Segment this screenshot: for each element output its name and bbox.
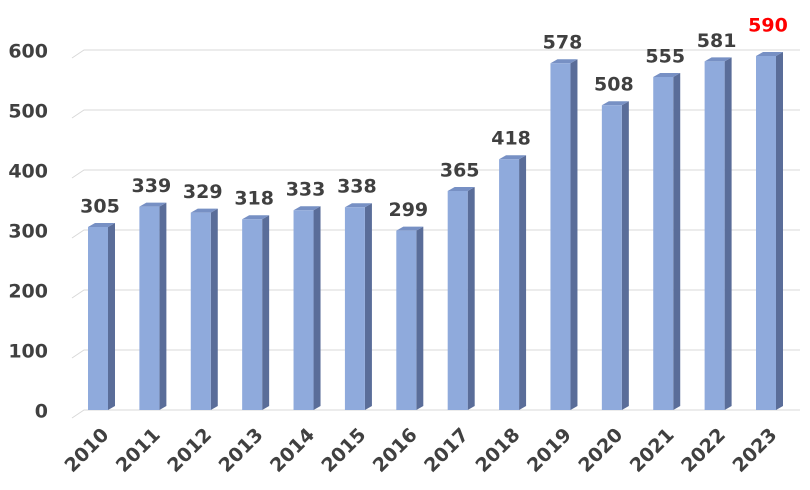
bar bbox=[601, 101, 629, 410]
x-tick-label: 2010 bbox=[60, 424, 113, 477]
x-tick-label: 2016 bbox=[369, 424, 422, 477]
bar bbox=[447, 187, 475, 410]
value-label: 578 bbox=[543, 32, 583, 54]
grid-line bbox=[71, 109, 800, 119]
y-tick-label: 0 bbox=[35, 401, 48, 423]
bar-top bbox=[242, 215, 270, 220]
value-label: 329 bbox=[183, 181, 223, 203]
bar-top bbox=[499, 155, 527, 160]
y-tick-label: 100 bbox=[8, 341, 48, 363]
value-label: 333 bbox=[286, 179, 326, 201]
bar-top bbox=[601, 101, 629, 106]
bar-side bbox=[673, 73, 681, 410]
grid-line bbox=[71, 349, 800, 359]
bar-side bbox=[724, 57, 732, 411]
y-tick-label: 200 bbox=[8, 281, 48, 303]
bar bbox=[344, 203, 372, 410]
bar-front bbox=[344, 207, 365, 410]
y-tick-label: 300 bbox=[8, 221, 48, 243]
value-label: 339 bbox=[132, 175, 172, 197]
bar bbox=[704, 57, 732, 411]
bar bbox=[756, 52, 783, 410]
grid-line bbox=[71, 229, 800, 239]
x-tick-label: 2018 bbox=[472, 424, 525, 477]
bar bbox=[550, 59, 578, 410]
bar-front bbox=[447, 191, 468, 410]
value-label: 581 bbox=[697, 30, 737, 52]
x-tick-label: 2011 bbox=[112, 424, 165, 477]
y-tick-label: 500 bbox=[8, 101, 48, 123]
bar-front bbox=[601, 105, 622, 410]
bar-top bbox=[344, 203, 372, 208]
bar-side bbox=[364, 203, 372, 410]
y-tick-label: 600 bbox=[8, 41, 48, 63]
value-label: 338 bbox=[337, 176, 377, 198]
value-label: 508 bbox=[594, 74, 634, 96]
bar-top bbox=[550, 59, 578, 64]
x-tick-label: 2012 bbox=[163, 424, 216, 477]
bar bbox=[242, 215, 270, 410]
bar-top bbox=[190, 208, 218, 213]
x-tick-label: 2017 bbox=[420, 424, 473, 477]
x-tick-label: 2020 bbox=[574, 424, 627, 477]
x-tick-label: 2022 bbox=[677, 424, 730, 477]
bar bbox=[293, 206, 321, 410]
bar-front bbox=[242, 219, 263, 410]
bar-top bbox=[396, 226, 424, 231]
value-label: 418 bbox=[491, 128, 531, 150]
bar-front bbox=[550, 63, 571, 410]
bar-side bbox=[621, 101, 629, 410]
bar-side bbox=[519, 155, 527, 410]
bar-front bbox=[293, 210, 314, 410]
bar-side bbox=[313, 206, 321, 410]
bar-front bbox=[139, 206, 160, 410]
grid-line bbox=[71, 409, 800, 419]
value-label: 299 bbox=[388, 199, 428, 221]
bar bbox=[139, 202, 167, 410]
value-label: 365 bbox=[440, 160, 480, 182]
bar-front bbox=[653, 77, 674, 410]
bar-front bbox=[756, 56, 776, 410]
bar-top bbox=[139, 202, 167, 207]
x-tick-label: 2023 bbox=[728, 424, 781, 477]
value-label: 305 bbox=[80, 196, 120, 218]
value-label: 590 bbox=[748, 15, 788, 37]
bar-front bbox=[704, 61, 725, 411]
value-label: 555 bbox=[645, 46, 685, 68]
bar-front bbox=[499, 159, 520, 410]
bar bbox=[499, 155, 527, 410]
bar bbox=[190, 208, 218, 410]
bar-top bbox=[653, 73, 681, 77]
bar-side bbox=[467, 187, 475, 410]
bar bbox=[653, 73, 681, 410]
bar-top bbox=[293, 206, 321, 211]
x-tick-label: 2014 bbox=[266, 424, 319, 477]
bar-top bbox=[756, 52, 783, 56]
x-tick-label: 2015 bbox=[317, 424, 370, 477]
bar-side bbox=[108, 223, 115, 410]
bar-top bbox=[447, 187, 475, 191]
bar-side bbox=[776, 52, 783, 410]
y-tick-label: 400 bbox=[8, 161, 48, 183]
bar-side bbox=[570, 59, 578, 410]
bar-front bbox=[396, 230, 417, 410]
grid-line bbox=[71, 169, 800, 179]
bar-top bbox=[88, 223, 115, 227]
x-tick-label: 2019 bbox=[523, 424, 576, 477]
bar-side bbox=[159, 202, 167, 410]
grid-line bbox=[71, 289, 800, 299]
x-tick-label: 2021 bbox=[626, 424, 679, 477]
value-label: 318 bbox=[234, 188, 274, 210]
bar-side bbox=[416, 226, 424, 410]
bar-front bbox=[190, 212, 211, 410]
bar-side bbox=[262, 215, 270, 410]
bar-top bbox=[704, 57, 732, 62]
bar-front bbox=[88, 227, 108, 410]
bar bbox=[88, 223, 115, 410]
bar-side bbox=[210, 208, 218, 410]
grid-line bbox=[71, 49, 800, 59]
bar bbox=[396, 226, 424, 410]
x-tick-label: 2013 bbox=[215, 424, 268, 477]
